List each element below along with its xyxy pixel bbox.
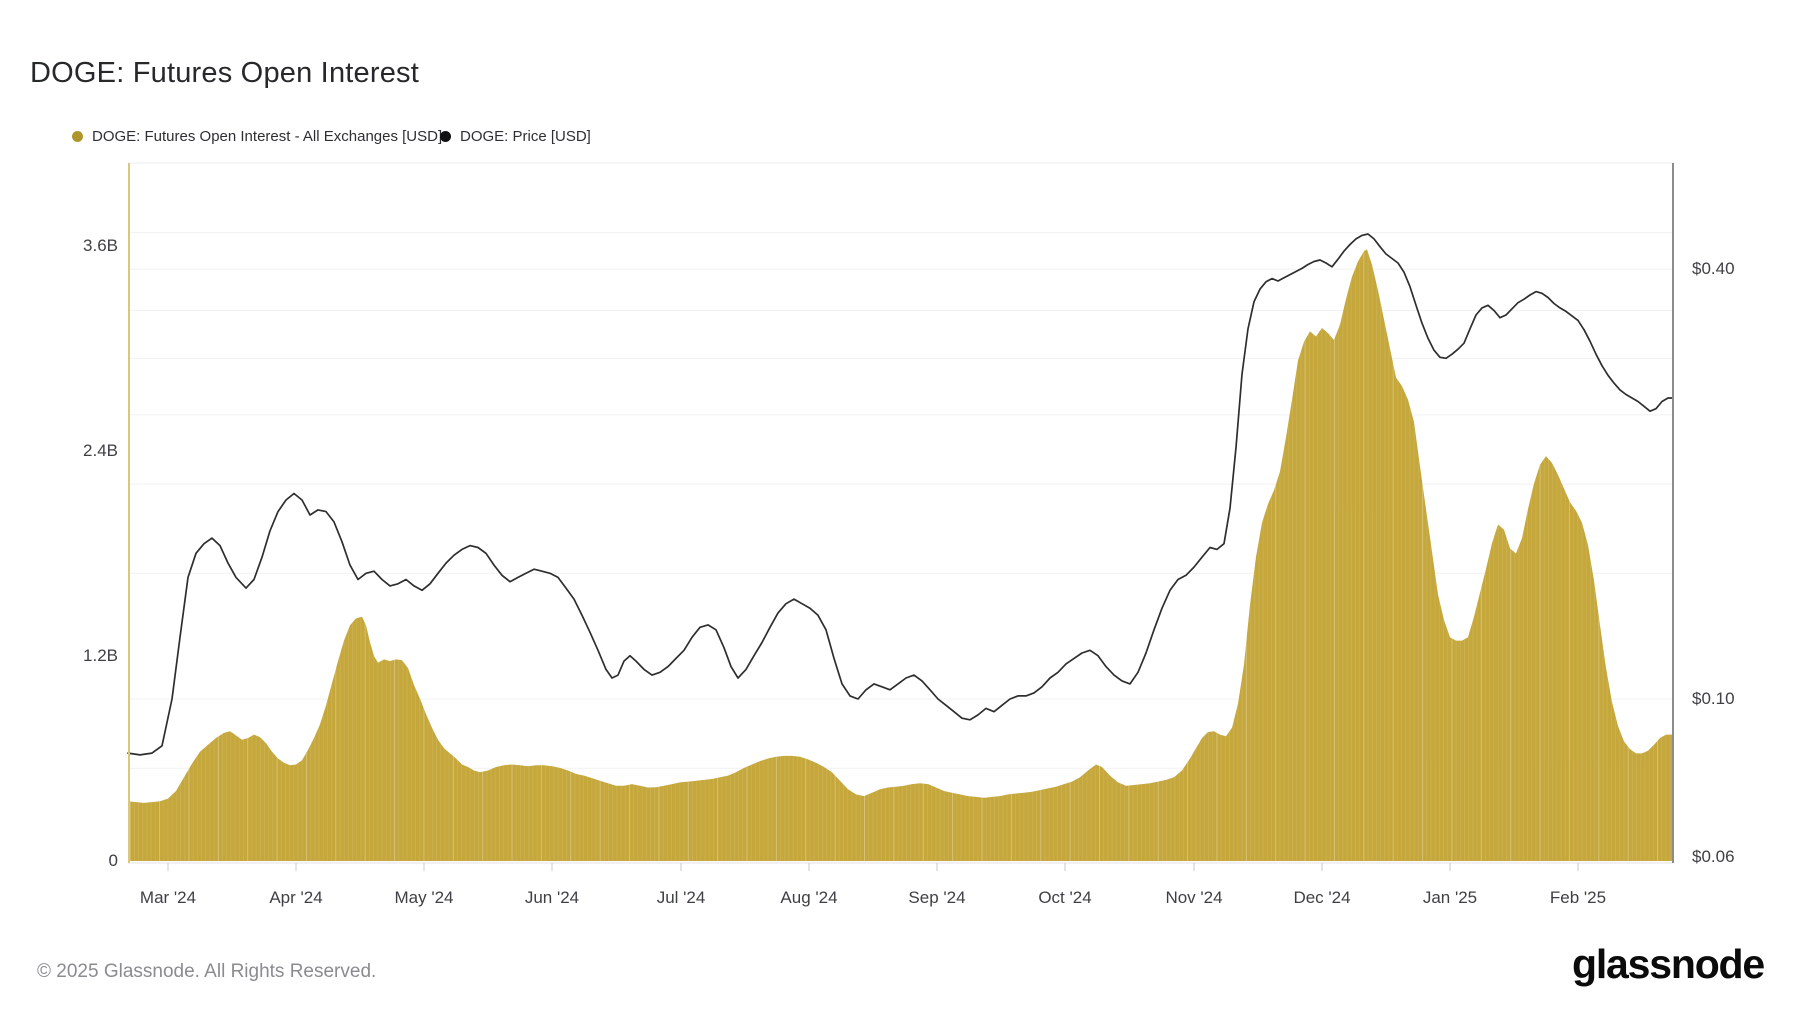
price-series-marker-icon xyxy=(440,131,451,142)
x-axis-month-label: Jan '25 xyxy=(1422,888,1478,907)
left-axis-tick-label: 1.2B xyxy=(83,646,118,665)
right-axis-tick-label: $0.40 xyxy=(1692,259,1735,279)
oi-series-marker-icon xyxy=(72,131,83,142)
legend-item-price[interactable]: DOGE: Price [USD] xyxy=(440,128,591,145)
copyright-text: © 2025 Glassnode. All Rights Reserved. xyxy=(37,961,377,982)
x-axis-month-label: Oct '24 xyxy=(1038,888,1092,907)
price-line-series[interactable] xyxy=(127,233,1674,756)
x-axis-month-label: Feb '25 xyxy=(1549,888,1607,907)
left-axis-tick-label: 2.4B xyxy=(83,441,118,460)
x-axis-month-label: Jul '24 xyxy=(656,888,706,907)
left-axis-tick-label: 3.6B xyxy=(83,236,118,255)
x-axis-month-label: Jun '24 xyxy=(524,888,580,907)
oi-area-series[interactable] xyxy=(128,249,1673,861)
page-title: DOGE: Futures Open Interest xyxy=(30,57,419,90)
right-axis-tick-label: $0.06 xyxy=(1692,847,1735,867)
x-axis-month-label: Nov '24 xyxy=(1165,888,1223,907)
right-axis-tick-label: $0.10 xyxy=(1692,689,1735,708)
legend-item-open-interest[interactable]: DOGE: Futures Open Interest - All Exchan… xyxy=(72,128,442,145)
x-axis-month-label: Apr '24 xyxy=(269,888,323,907)
x-axis-month-label: Mar '24 xyxy=(139,888,197,907)
legend-label-price: DOGE: Price [USD] xyxy=(460,128,591,145)
glassnode-logo[interactable]: glassnode xyxy=(1572,941,1765,987)
x-axis-month-label: Dec '24 xyxy=(1293,888,1351,907)
legend-label-open-interest: DOGE: Futures Open Interest - All Exchan… xyxy=(92,128,443,145)
left-axis-tick-label: 0 xyxy=(108,851,118,870)
x-axis-month-label: Aug '24 xyxy=(780,888,838,907)
x-axis-month-label: May '24 xyxy=(394,888,454,907)
x-axis-month-label: Sep '24 xyxy=(908,888,966,907)
